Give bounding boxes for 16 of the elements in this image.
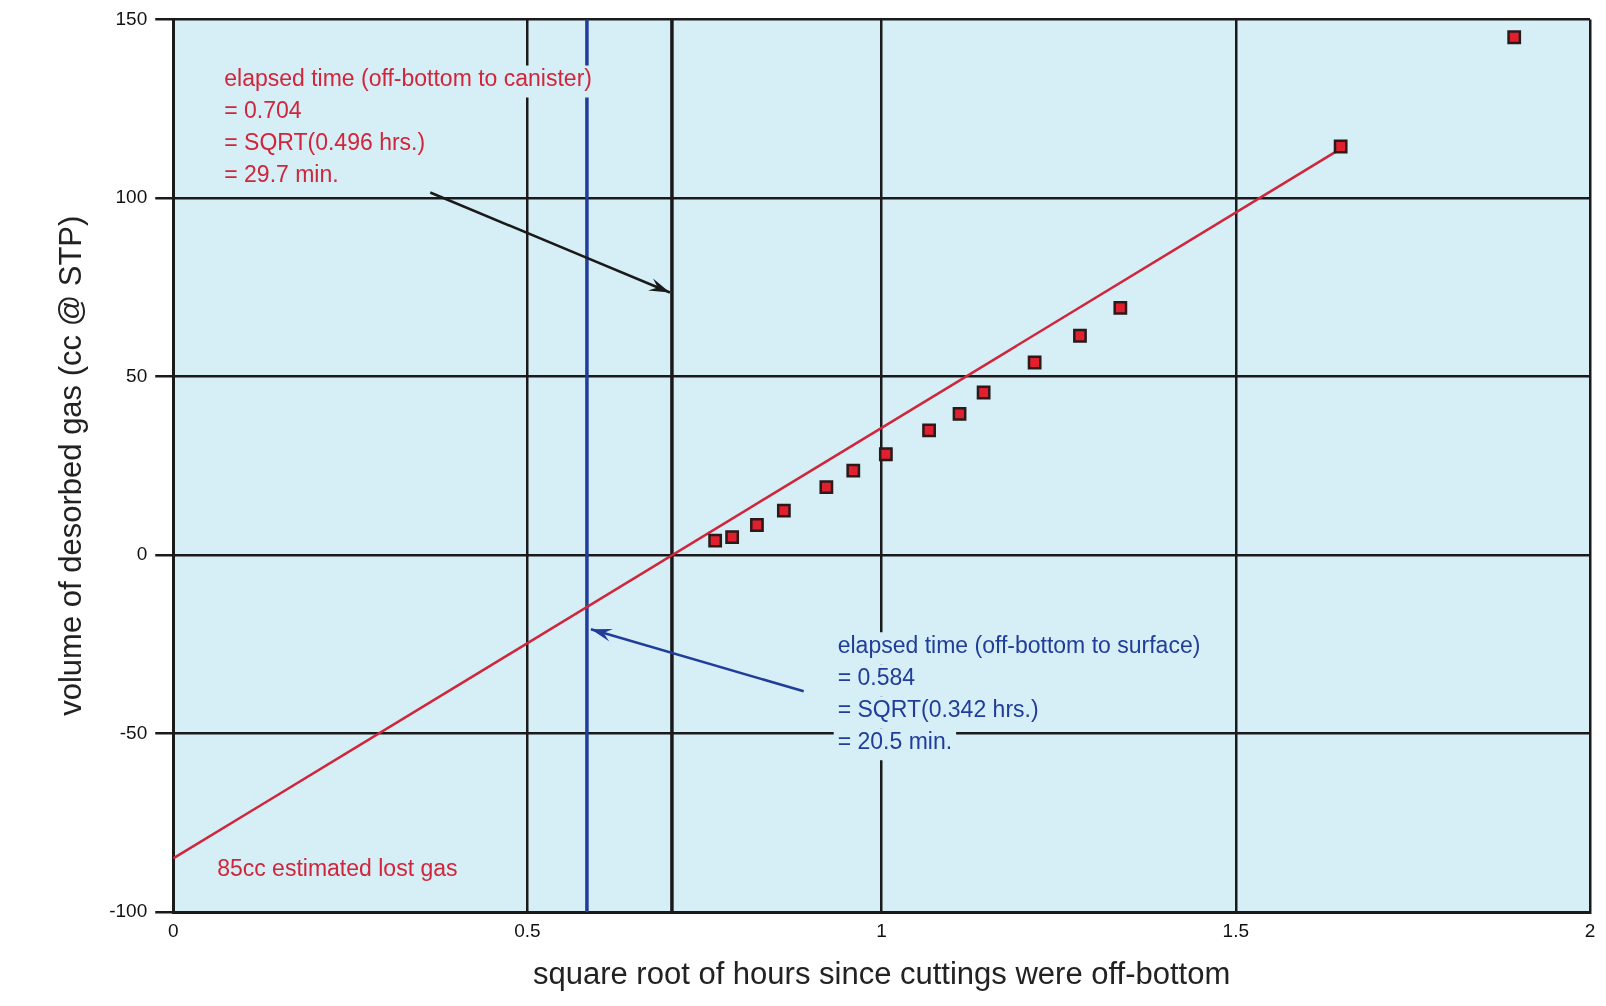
x-tick-label: 0 bbox=[167, 919, 179, 941]
annotation: 85cc estimated lost gas bbox=[217, 855, 458, 882]
x-tick-label: 1 bbox=[876, 919, 887, 941]
annotation: elapsed time (off-bottom to canister) = 0.704 = SQRT(0.496 hrs.) = 29.7 min. bbox=[224, 65, 592, 188]
x-tick-label: 2 bbox=[1584, 919, 1596, 941]
y-tick-label: -100 bbox=[109, 900, 148, 922]
y-tick-label: -50 bbox=[119, 721, 148, 743]
annotation: elapsed time (off-bottom to surface) = 0.584 = SQRT(0.342 hrs.) = 20.5 min. bbox=[837, 632, 1201, 755]
x-tick-label: 0.5 bbox=[514, 919, 541, 941]
x-tick-label: 1.5 bbox=[1222, 919, 1250, 941]
y-axis-title: volume of desorbed gas (cc @ STP) bbox=[53, 215, 89, 716]
x-axis-title: square root of hours since cuttings were off-bottom bbox=[532, 955, 1231, 991]
y-tick-label: 100 bbox=[115, 186, 148, 208]
y-tick-label: 150 bbox=[115, 7, 148, 29]
y-tick-label: 50 bbox=[126, 364, 148, 386]
y-tick-label: 0 bbox=[136, 543, 148, 565]
